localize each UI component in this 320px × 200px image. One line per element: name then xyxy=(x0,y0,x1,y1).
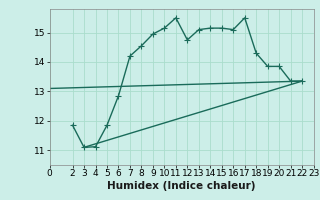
X-axis label: Humidex (Indice chaleur): Humidex (Indice chaleur) xyxy=(107,181,256,191)
